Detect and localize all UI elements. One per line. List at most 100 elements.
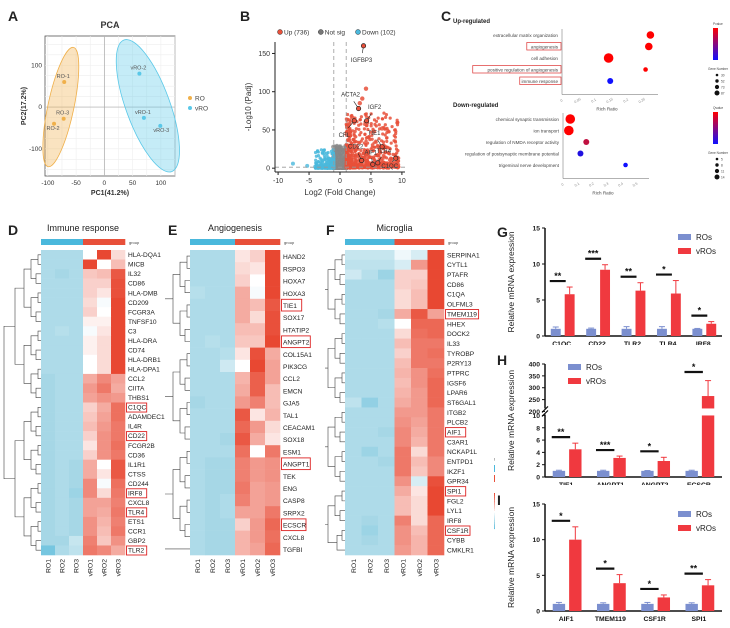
heatmap-cell [220,323,236,336]
point-down [319,157,323,161]
heatmap-cell [427,427,445,438]
heatmap-cell [83,535,98,546]
heatmap-cell [378,535,395,546]
gene-label: PTAFR [447,272,468,279]
heatmap-cell [97,507,112,518]
point-down [329,163,333,167]
dendrogram-branch [341,333,345,344]
heatmap-cell [378,269,395,280]
point-down [314,158,318,162]
heatmap-cell [220,250,236,263]
heatmap-cell [235,359,251,373]
point-up [371,148,376,153]
heatmap-cell [69,545,84,556]
column-label: RO3 [74,559,81,573]
gene-label: ETS1 [128,519,145,526]
heatmap-cell [69,326,84,337]
group-annotation-label: group [448,240,459,245]
column-label: vRO1 [88,559,95,577]
dendrogram-branch [327,269,335,310]
heatmap-cell [394,377,412,389]
heatmap-cell [235,286,251,300]
point-up [358,133,362,137]
heatmap-cell [205,347,221,361]
point-up [358,118,362,122]
bar-ros [550,328,561,336]
point-up [373,159,377,163]
x-tick-label: -50 [71,180,81,187]
legend-swatch [277,29,283,35]
dendrogram-branch [172,274,180,324]
heatmap-cell [235,542,251,556]
group-annotation-label: group [129,240,140,245]
dendrogram-branch [37,406,41,418]
point-up [359,148,363,153]
group-annotation-cell [55,239,70,245]
heatmap-cell [190,433,206,446]
gene-label: COL15A1 [283,352,312,359]
heatmap-cell [235,311,251,324]
heatmap-cell [220,384,236,397]
heatmap-cell [41,431,56,441]
dendrogram-branch [336,535,345,551]
heatmap-cell [41,345,56,356]
heatmap-cell [55,478,70,489]
gene-label: CIITA [128,386,145,393]
go-term-label: extracellular matrix organization [493,33,558,38]
heatmap-cell [250,311,266,324]
heatmap-cell [97,450,112,460]
y-axis-label: Relative mRNA expression [506,370,516,471]
heatmap-cell [205,359,221,373]
group-annotation-cell [97,239,112,245]
x-tick-label: 0.5 [632,182,638,188]
heatmap-cell [55,316,70,327]
heatmap-cell [394,289,412,300]
heatmap-cell [411,387,428,398]
heatmap-cell [111,326,126,337]
heatmap-cell [83,269,98,279]
heatmap-cell [55,250,70,260]
heatmap-cell [205,433,221,446]
highlight-box [445,309,480,320]
point-up [383,123,387,127]
heatmap-cell [83,250,98,260]
heatmap-cell [378,495,395,507]
heatmap-cell [345,250,362,261]
heatmap-cell [205,311,221,324]
heatmap-cell [235,433,251,446]
size-legend-dot [715,163,719,167]
heatmap-cell [205,469,221,483]
heatmap-cell [378,387,395,398]
heatmap-cell [97,250,112,260]
heatmap-cell [220,286,236,300]
point-up [365,158,369,162]
significance-stars: * [698,306,702,316]
point-up [383,133,387,137]
heatmap-cell [345,387,362,398]
heatmap-cell [111,545,126,556]
go-enrichment-plot: Up-regulated extracellular matrix organiz… [453,19,729,196]
heatmap-cell [345,456,362,467]
gene-label: HHEX [447,321,466,328]
heatmap-cell [205,274,221,287]
heatmap-cell [250,506,266,519]
point-up [389,165,394,169]
heatmap-cell [345,545,362,556]
heatmap-cell [394,358,412,369]
heatmap-cell [190,286,206,300]
heatmap-cell [220,445,236,458]
group-annotation-cell [190,239,206,245]
point-up [346,144,350,149]
gene-label: RSPO3 [283,266,306,273]
heatmap-cell [41,307,56,318]
dendrogram-branch [30,526,38,546]
heatmap-cell [97,516,112,527]
point-up [348,157,352,161]
heatmap-cell [361,338,379,349]
point-down [316,150,320,154]
point-up [385,136,389,140]
heatmap-cell [345,495,362,507]
heatmap-cell [55,335,70,346]
point-up [350,142,354,146]
gene-label: CD244 [128,481,149,488]
